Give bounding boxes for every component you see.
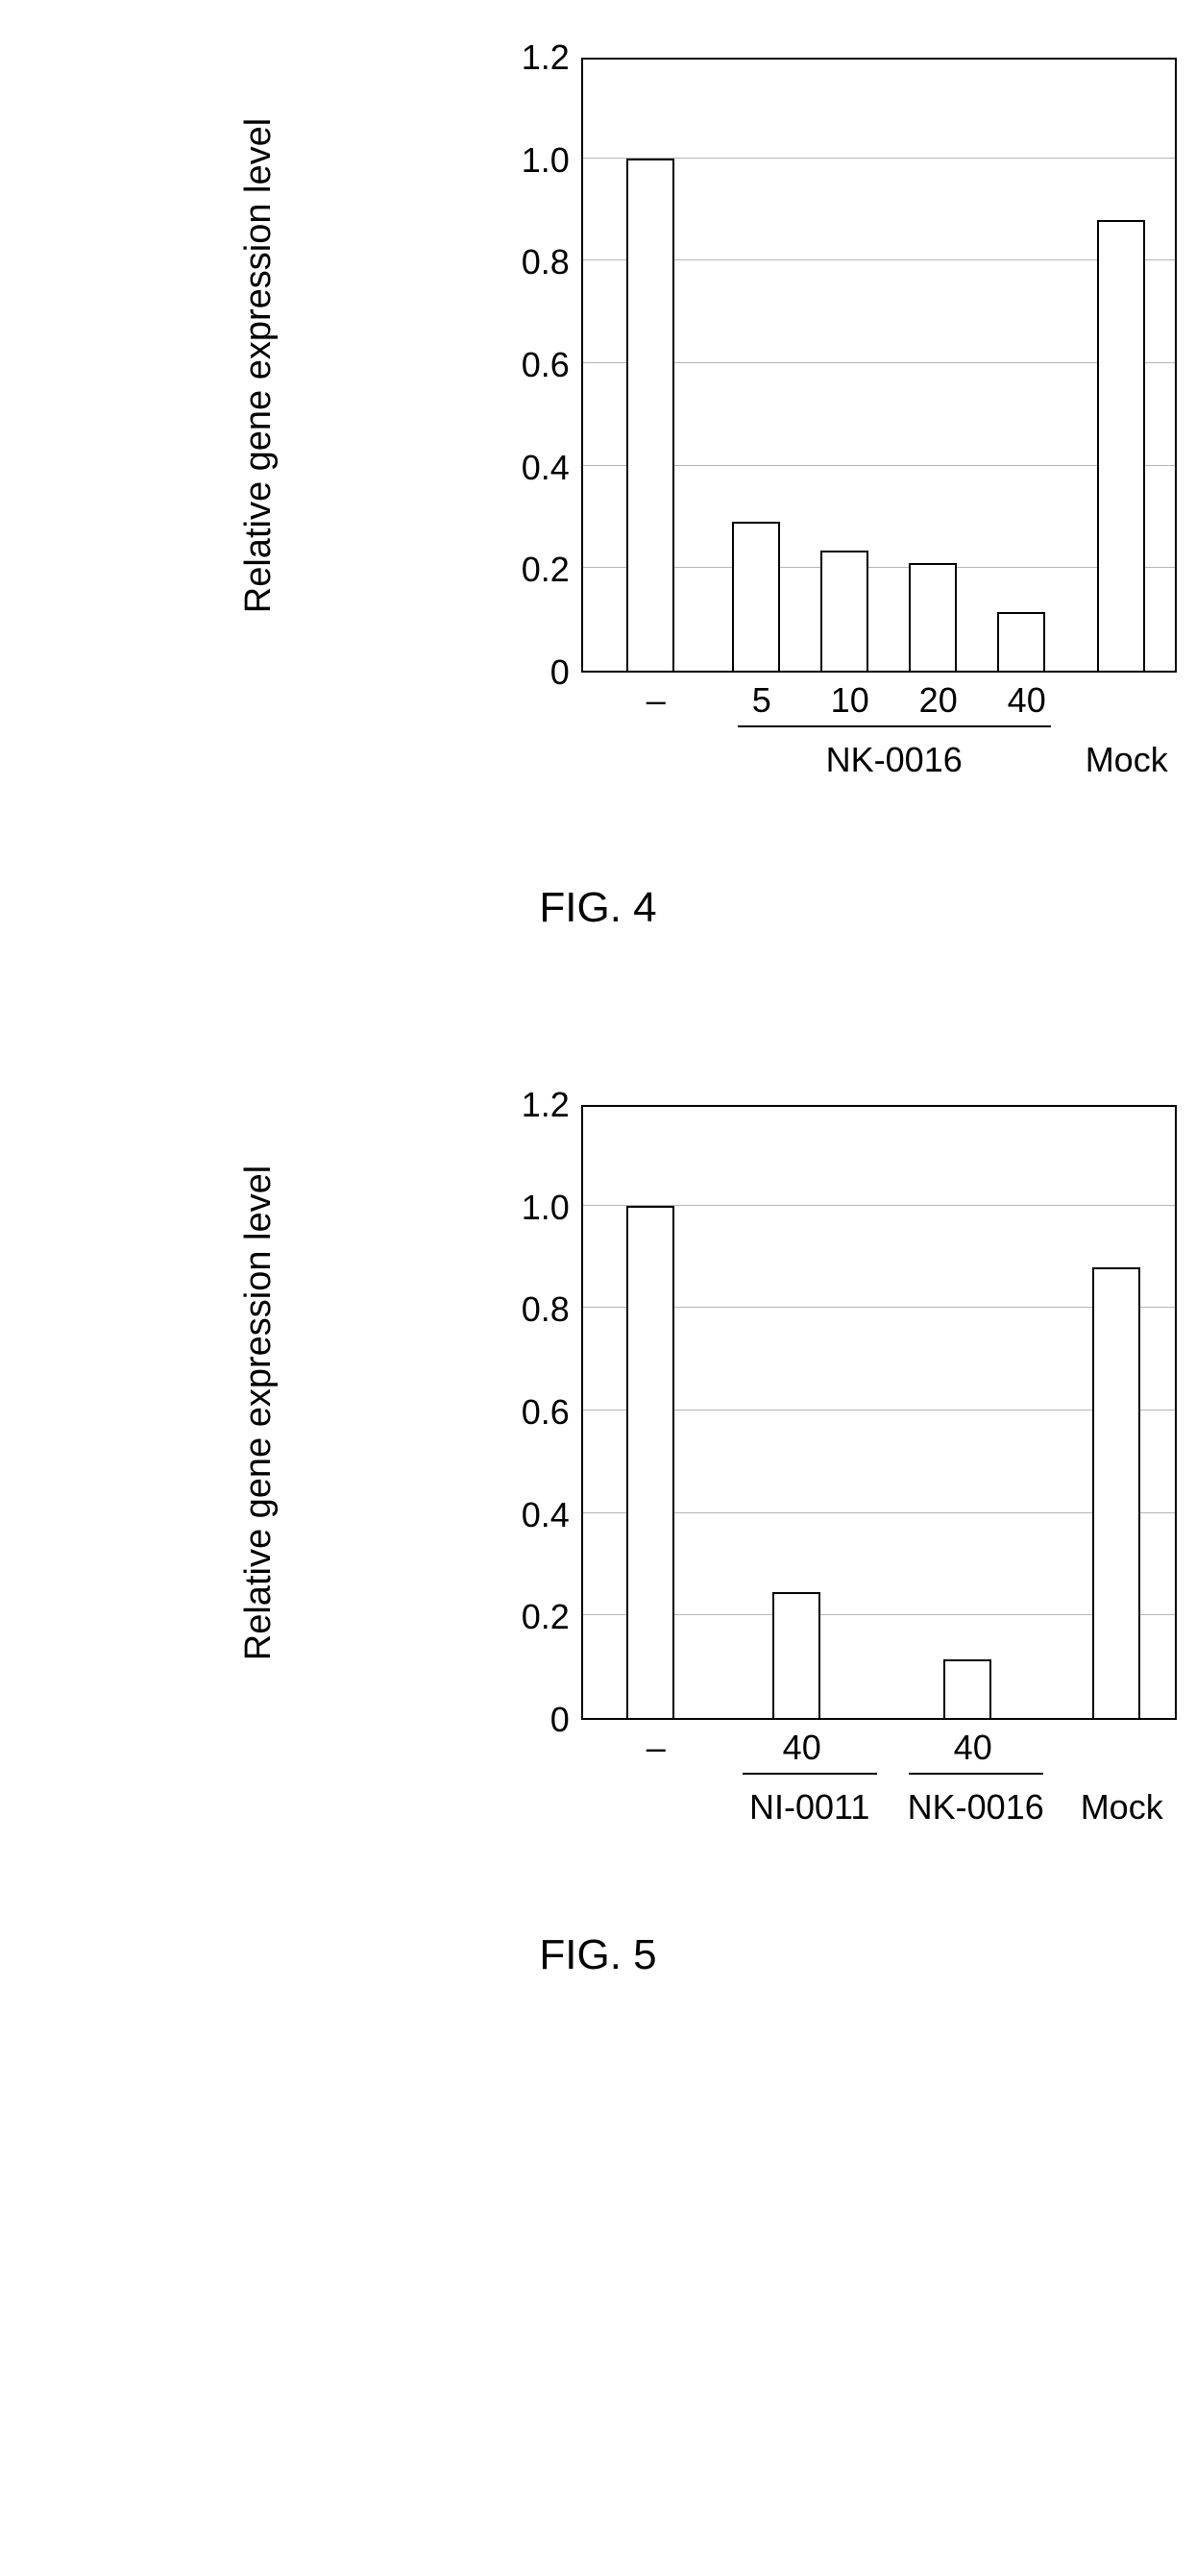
fig5-plot-row: 1.21.00.80.60.40.20: [522, 1105, 1184, 1720]
fig4-chart: Relative gene expression level 1.21.00.8…: [12, 58, 1184, 788]
fig5-yticks: 1.21.00.80.60.40.20: [522, 1105, 570, 1720]
fig5-bar: [943, 1659, 991, 1718]
fig4-caption: FIG. 4: [539, 884, 656, 932]
fig5-bar: [1092, 1267, 1140, 1718]
fig5-xtick: 40: [783, 1728, 821, 1768]
fig4-bar: [820, 551, 868, 671]
fig4-bar: [626, 159, 674, 671]
fig5-xtick: –: [647, 1728, 666, 1768]
fig4-ylabel: Relative gene expression level: [238, 117, 280, 612]
fig5-plot-box: [581, 1105, 1177, 1720]
fig5-caption: FIG. 5: [539, 1931, 656, 1979]
fig4-ylabel-container: Relative gene expression level: [12, 58, 506, 673]
fig4-chart-area: 1.21.00.80.60.40.20 –5102040(nM)NK-0016M…: [522, 58, 1184, 788]
fig4-group-line-row: [589, 721, 1184, 735]
fig4-bar: [732, 522, 780, 671]
fig5-chart-area: 1.21.00.80.60.40.20 –4040(nM)NI-0011NK-0…: [522, 1105, 1184, 1835]
fig4-bar: [909, 563, 957, 671]
fig4-group-line: [738, 725, 1051, 727]
fig4-xaxis: –5102040(nM)NK-0016Mock: [589, 673, 1184, 788]
fig5-group-line-row: [589, 1768, 1184, 1782]
fig5-group-line: [743, 1773, 877, 1775]
figure-4: Relative gene expression level 1.21.00.8…: [0, 58, 1196, 932]
fig5-group-line: [909, 1773, 1043, 1775]
fig5-mock-label: Mock: [1081, 1787, 1163, 1828]
fig4-yticks: 1.21.00.80.60.40.20: [522, 58, 570, 673]
fig4-xtick: –: [647, 680, 666, 721]
fig4-plot-row: 1.21.00.80.60.40.20: [522, 58, 1184, 673]
fig5-xaxis: –4040(nM)NI-0011NK-0016Mock: [589, 1720, 1184, 1835]
fig4-xtick: 5: [752, 680, 771, 721]
fig4-plot-box: [581, 58, 1177, 673]
fig5-bar: [626, 1206, 674, 1718]
fig4-group-label: NK-0016: [826, 740, 963, 780]
fig5-xtick-row: –4040(nM): [589, 1720, 1184, 1768]
fig5-chart: Relative gene expression level 1.21.00.8…: [12, 1105, 1184, 1835]
figure-5: Relative gene expression level 1.21.00.8…: [0, 1105, 1196, 1979]
fig5-bar: [772, 1592, 820, 1718]
fig4-mock-label: Mock: [1086, 740, 1168, 780]
fig5-group-label: NI-0011: [749, 1787, 869, 1828]
fig4-xtick: 10: [831, 680, 869, 721]
fig5-group-label-row: NI-0011 NK-0016 Mock: [589, 1782, 1196, 1835]
fig5-ylabel-container: Relative gene expression level: [12, 1105, 506, 1720]
fig4-bar: [1097, 220, 1145, 671]
fig4-group-label-row: NK-0016 Mock: [589, 735, 1196, 788]
fig5-ylabel: Relative gene expression level: [238, 1165, 280, 1659]
fig5-xtick: 40: [954, 1728, 992, 1768]
fig4-bar: [997, 612, 1045, 671]
fig4-xtick-row: –5102040(nM): [589, 673, 1184, 721]
fig4-xtick: 20: [919, 680, 958, 721]
fig5-group-label: NK-0016: [908, 1787, 1044, 1828]
fig4-xtick: 40: [1008, 680, 1046, 721]
